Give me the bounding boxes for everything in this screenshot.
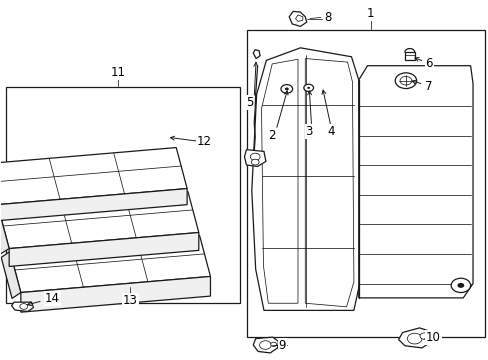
Circle shape xyxy=(303,84,313,91)
Circle shape xyxy=(20,303,28,309)
Circle shape xyxy=(251,159,259,165)
Polygon shape xyxy=(12,302,33,311)
Circle shape xyxy=(407,333,421,344)
Circle shape xyxy=(394,73,416,89)
Bar xyxy=(246,30,484,337)
Circle shape xyxy=(270,342,276,346)
Text: 11: 11 xyxy=(110,66,125,79)
Text: 12: 12 xyxy=(197,135,212,148)
Text: 1: 1 xyxy=(366,8,374,21)
Polygon shape xyxy=(0,189,187,221)
Circle shape xyxy=(450,278,469,293)
Circle shape xyxy=(281,85,292,93)
Polygon shape xyxy=(305,59,353,307)
Polygon shape xyxy=(404,52,414,60)
Polygon shape xyxy=(253,337,278,353)
Polygon shape xyxy=(9,233,199,266)
Text: 13: 13 xyxy=(122,294,138,307)
Polygon shape xyxy=(253,50,260,59)
Circle shape xyxy=(399,76,411,85)
Circle shape xyxy=(250,153,260,160)
Polygon shape xyxy=(0,192,199,249)
Text: 6: 6 xyxy=(425,57,432,71)
Polygon shape xyxy=(10,235,210,293)
Polygon shape xyxy=(244,150,265,166)
Polygon shape xyxy=(251,48,361,310)
Text: 2: 2 xyxy=(268,129,275,142)
Polygon shape xyxy=(21,276,210,312)
Text: 14: 14 xyxy=(45,292,60,305)
Polygon shape xyxy=(288,12,306,26)
Circle shape xyxy=(306,87,309,89)
Text: 5: 5 xyxy=(245,96,252,109)
Text: 4: 4 xyxy=(326,125,334,138)
Polygon shape xyxy=(1,252,21,298)
Text: 7: 7 xyxy=(424,80,431,93)
Bar xyxy=(6,87,239,303)
Polygon shape xyxy=(358,66,472,298)
Text: 10: 10 xyxy=(425,332,440,345)
Polygon shape xyxy=(261,59,297,303)
Circle shape xyxy=(259,341,271,349)
Polygon shape xyxy=(0,148,187,204)
Circle shape xyxy=(285,87,288,90)
Circle shape xyxy=(457,283,463,288)
Polygon shape xyxy=(295,15,302,21)
Text: 8: 8 xyxy=(324,11,331,24)
Text: 9: 9 xyxy=(278,338,285,351)
Polygon shape xyxy=(0,208,9,254)
Circle shape xyxy=(419,333,428,339)
Text: 3: 3 xyxy=(305,125,312,138)
Polygon shape xyxy=(398,328,432,348)
